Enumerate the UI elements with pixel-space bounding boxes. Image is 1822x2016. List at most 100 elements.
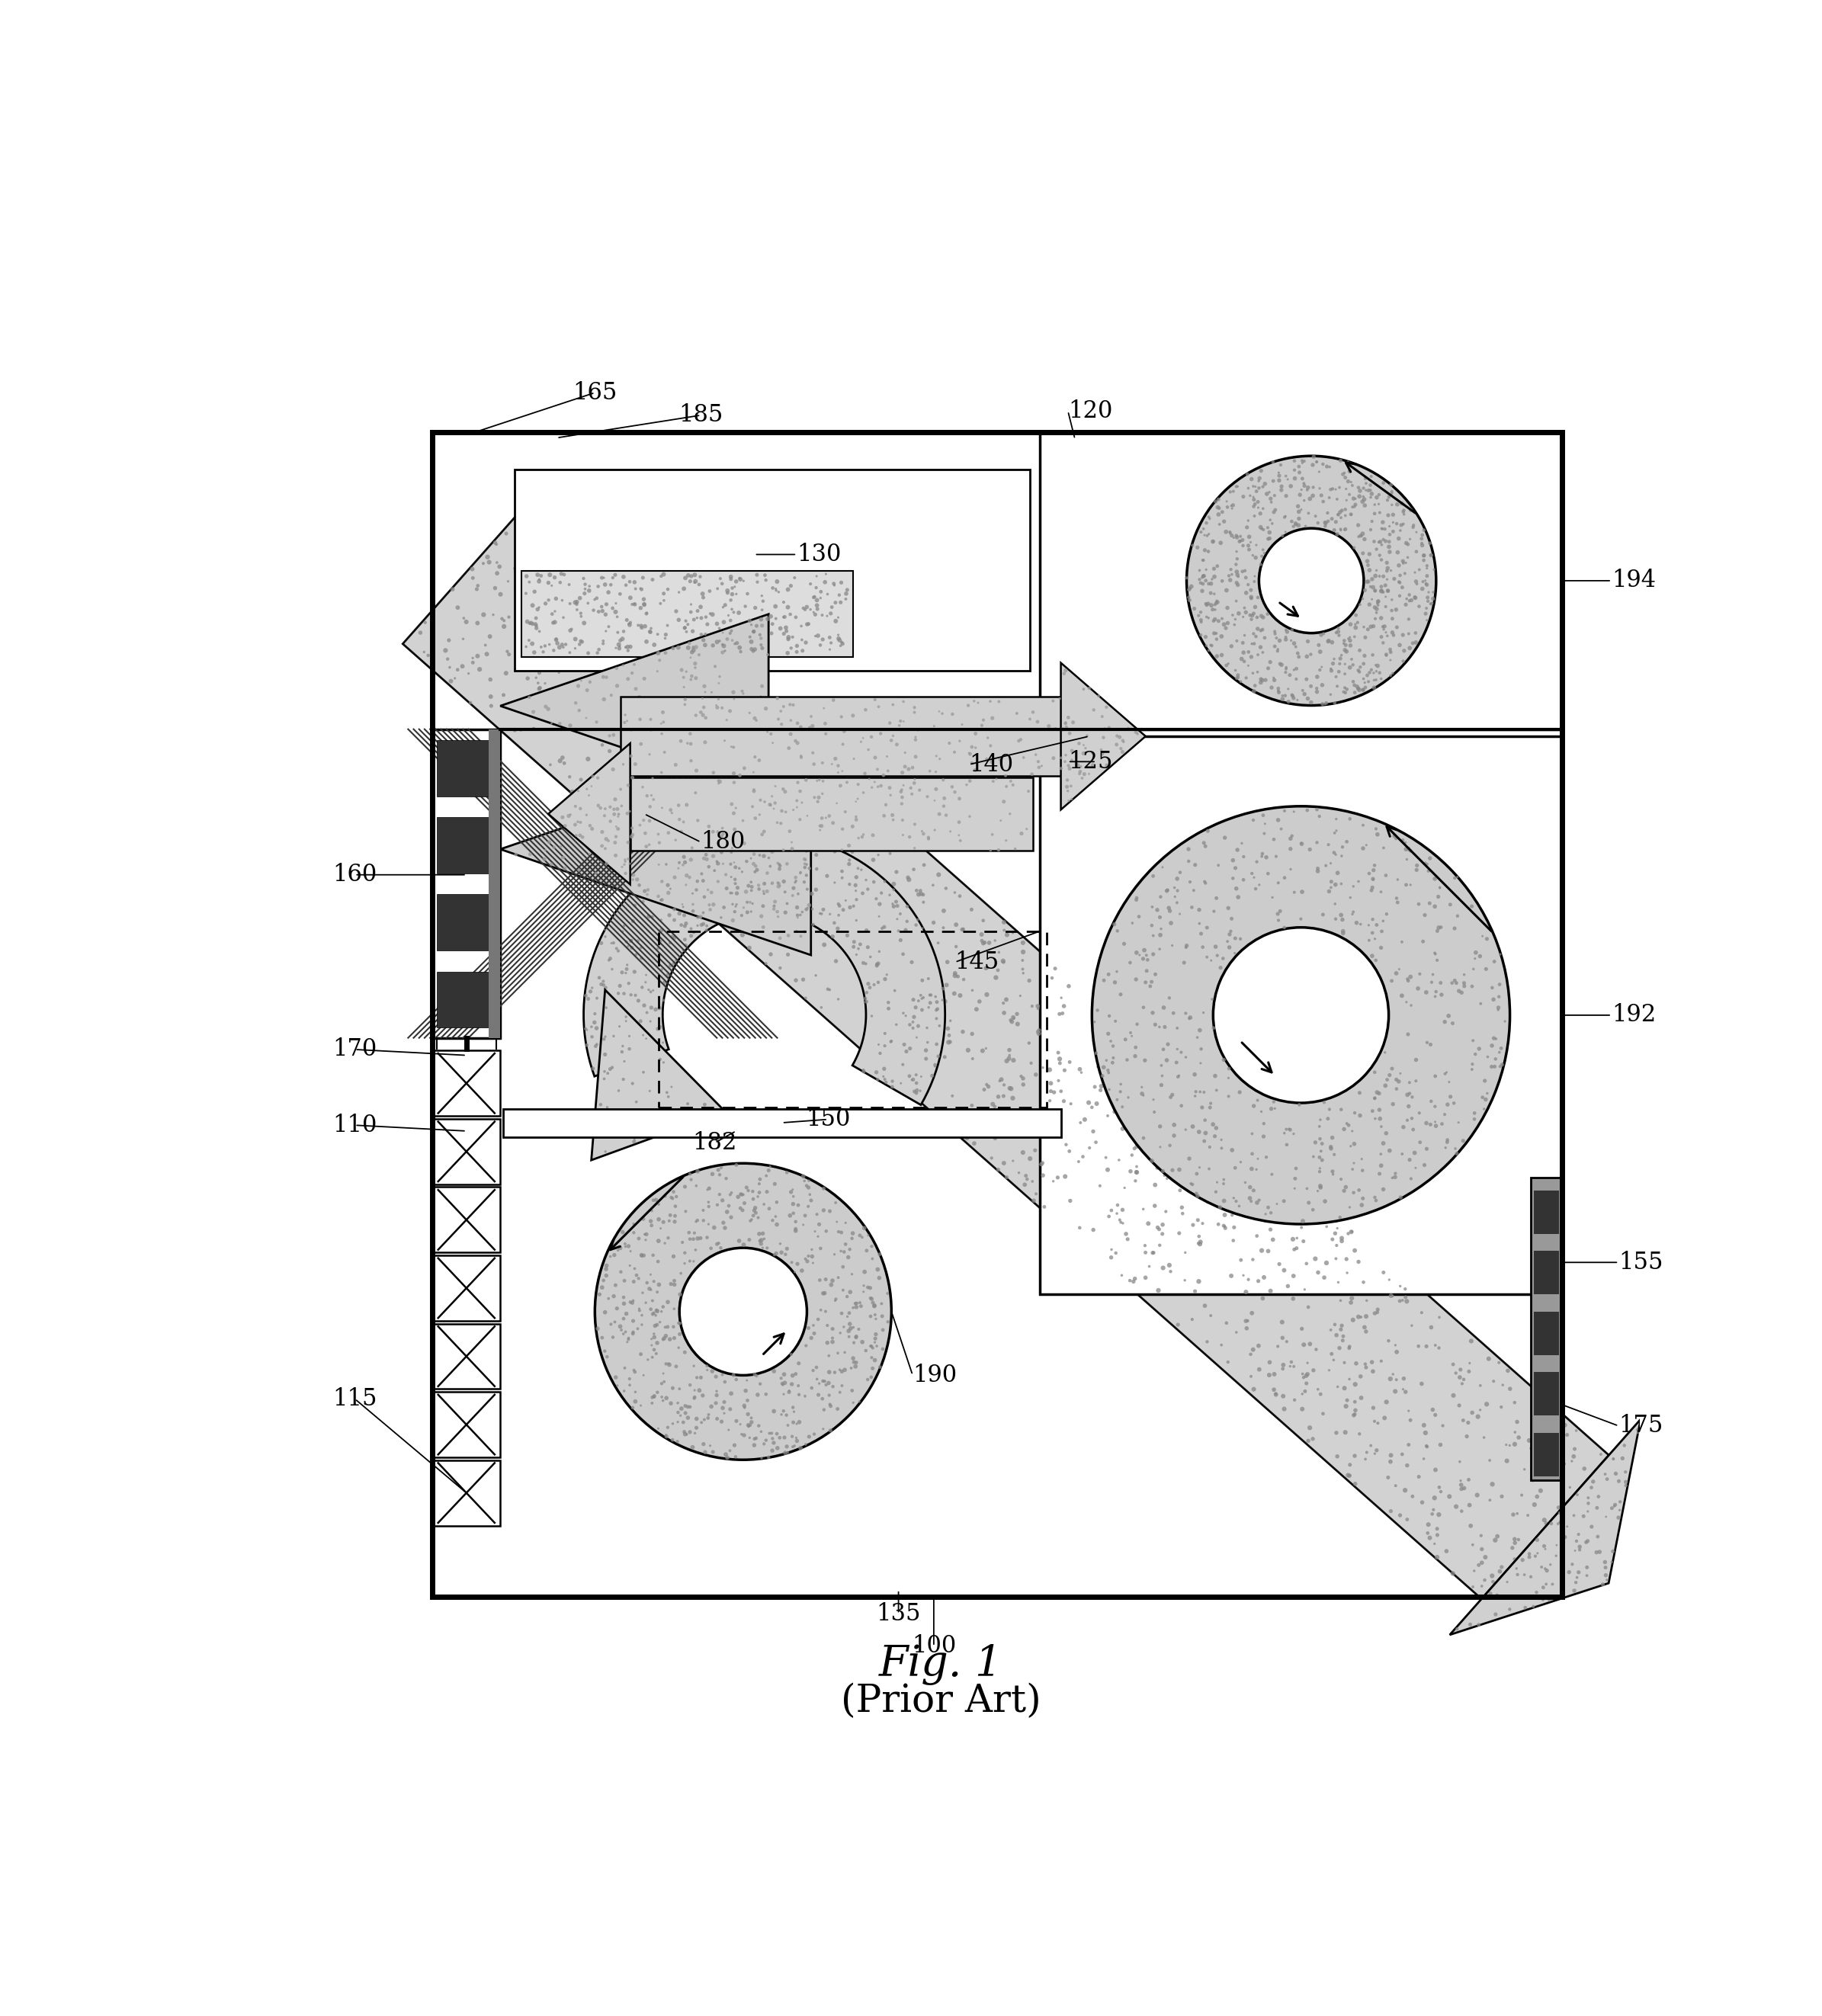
Point (864, 691, 893, 724)
Point (1310, 1185, 1339, 1218)
Point (519, 714, 548, 746)
Point (898, 962, 927, 994)
Point (592, 589, 621, 621)
Point (1560, 1500, 1589, 1532)
Point (1246, 663, 1275, 696)
Point (492, 518, 521, 550)
Point (601, 810, 630, 843)
Point (1363, 585, 1392, 617)
Point (791, 764, 820, 796)
Point (855, 968, 884, 1000)
Point (650, 623, 680, 655)
Point (853, 1363, 882, 1395)
Point (712, 754, 742, 786)
Point (583, 583, 612, 615)
Point (1285, 510, 1314, 542)
Point (765, 613, 794, 645)
Point (725, 1407, 754, 1439)
Point (906, 1075, 935, 1107)
Point (603, 617, 632, 649)
Point (1070, 673, 1099, 706)
Point (638, 1329, 667, 1361)
Point (1339, 490, 1368, 522)
Point (1447, 1367, 1476, 1399)
Point (1246, 456, 1275, 488)
Point (660, 718, 689, 750)
Point (896, 772, 926, 804)
Point (534, 560, 563, 593)
Point (1465, 1609, 1494, 1641)
Point (1405, 591, 1434, 623)
Point (1235, 1171, 1264, 1204)
Point (1359, 663, 1388, 696)
Point (614, 770, 643, 802)
Point (1184, 1266, 1213, 1298)
Point (1264, 867, 1294, 899)
Point (946, 879, 975, 911)
Point (636, 704, 665, 736)
Point (663, 1333, 692, 1365)
Point (703, 1403, 732, 1435)
Point (587, 927, 616, 960)
Point (1388, 544, 1418, 577)
Point (1148, 1155, 1177, 1187)
Point (1263, 621, 1292, 653)
Point (1381, 1161, 1410, 1193)
Point (589, 661, 618, 694)
Point (782, 806, 811, 839)
Point (1121, 1032, 1150, 1064)
Point (1272, 623, 1301, 655)
Point (909, 972, 938, 1004)
Point (760, 776, 789, 808)
Point (1332, 1256, 1361, 1288)
Point (727, 700, 756, 732)
Point (1219, 863, 1248, 895)
Point (585, 1109, 614, 1141)
Point (809, 1278, 838, 1310)
Point (793, 837, 822, 869)
Point (1352, 1300, 1381, 1333)
Point (1591, 1552, 1620, 1585)
Point (1039, 685, 1068, 718)
Point (1122, 881, 1152, 913)
Point (729, 827, 758, 859)
Point (1341, 599, 1370, 631)
Point (849, 1276, 878, 1308)
Point (882, 885, 911, 917)
Point (601, 790, 630, 823)
Point (729, 804, 758, 837)
Point (678, 833, 707, 865)
Point (667, 726, 696, 758)
Point (1476, 1581, 1505, 1613)
Point (1279, 1260, 1308, 1292)
Point (827, 1369, 856, 1401)
Point (1472, 1040, 1501, 1073)
Point (1102, 1189, 1131, 1222)
Point (1363, 649, 1392, 681)
Point (986, 1113, 1015, 1145)
Point (1292, 794, 1321, 827)
Point (1525, 1399, 1554, 1431)
Point (1348, 647, 1377, 679)
Point (1383, 887, 1412, 919)
Point (1115, 1264, 1144, 1296)
Point (935, 728, 964, 760)
Point (862, 1056, 891, 1089)
Point (1148, 1060, 1177, 1093)
Point (900, 1022, 929, 1054)
Point (738, 724, 767, 756)
Point (809, 802, 838, 835)
Point (1377, 476, 1407, 508)
Point (1470, 1064, 1500, 1097)
Point (1341, 609, 1370, 641)
Point (1039, 1165, 1068, 1198)
Point (918, 907, 947, 939)
Point (592, 615, 621, 647)
Point (802, 1351, 831, 1383)
Point (1201, 560, 1230, 593)
Point (1281, 1163, 1310, 1195)
Point (703, 573, 732, 605)
Point (618, 821, 647, 853)
Point (1203, 623, 1232, 655)
Point (782, 1425, 811, 1458)
